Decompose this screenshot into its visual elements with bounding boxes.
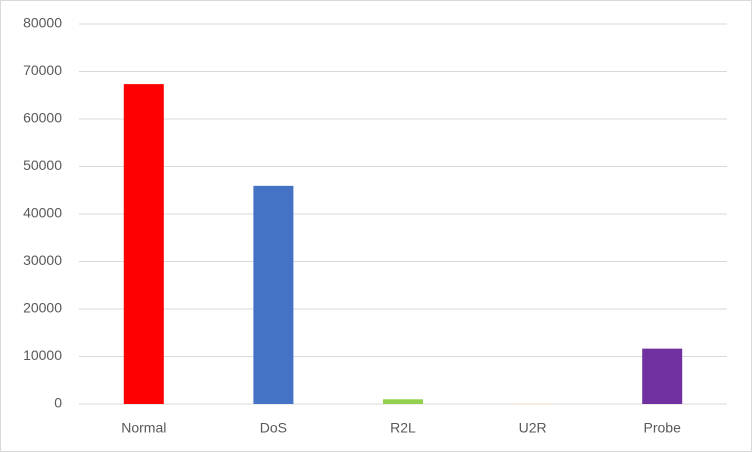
- bar: [383, 399, 423, 404]
- x-tick-label: DoS: [260, 420, 287, 436]
- bar: [253, 185, 294, 404]
- y-tick-label: 40000: [23, 205, 62, 221]
- bar: [642, 348, 683, 404]
- x-tick-label: R2L: [390, 420, 416, 436]
- x-tick-label: Normal: [121, 420, 166, 436]
- x-tick-label: Probe: [644, 420, 682, 436]
- y-tick-label: 30000: [23, 252, 62, 268]
- y-tick-label: 50000: [23, 157, 62, 173]
- bar: [123, 84, 164, 404]
- y-tick-label: 80000: [23, 15, 62, 31]
- y-tick-label: 60000: [23, 110, 62, 126]
- y-tick-label: 20000: [23, 300, 62, 316]
- y-tick-label: 10000: [23, 347, 62, 363]
- y-tick-label: 0: [54, 395, 62, 411]
- y-tick-label: 70000: [23, 62, 62, 78]
- x-tick-label: U2R: [519, 420, 547, 436]
